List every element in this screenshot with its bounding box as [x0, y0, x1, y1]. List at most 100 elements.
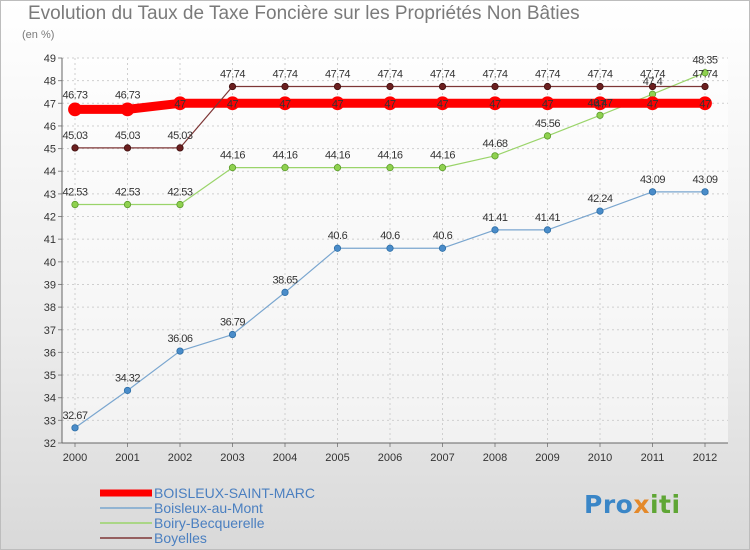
data-label: 36.06: [167, 333, 192, 345]
y-tick-label: 45: [44, 144, 56, 156]
data-label: 47: [594, 98, 606, 110]
data-point: [491, 152, 499, 160]
data-point: [71, 200, 79, 209]
data-label: 47.4: [643, 76, 663, 88]
data-point: [701, 188, 709, 196]
legend-label: BOISLEUX-SAINT-MARC: [154, 485, 315, 501]
legend-item-boisleux-au-mont: Boisleux-au-Mont: [100, 500, 263, 516]
data-point: [228, 164, 237, 172]
data-label: 44.16: [220, 150, 245, 162]
data-label: 41.41: [535, 212, 560, 224]
data-point: [438, 82, 447, 91]
series-boiry-becquerelle: [71, 69, 709, 209]
data-label: 47.74: [325, 69, 350, 81]
series-group: [68, 69, 712, 432]
data-label: 47.74: [692, 69, 717, 81]
y-tick-label: 43: [44, 189, 56, 201]
data-label: 44.16: [325, 150, 350, 162]
y-tick-label: 47: [44, 98, 56, 110]
legend-item-boiry-becquerelle: Boiry-Becquerelle: [100, 515, 265, 531]
data-point: [698, 96, 712, 111]
y-tick-label: 33: [44, 415, 56, 427]
data-label: 47.74: [482, 69, 507, 81]
data-point: [596, 111, 604, 119]
data-label: 47: [647, 98, 659, 110]
y-tick-label: 40: [44, 257, 56, 269]
data-point: [596, 207, 604, 215]
data-label: 44.68: [482, 138, 507, 150]
data-point: [386, 164, 394, 172]
data-point: [330, 96, 345, 111]
data-point: [491, 226, 499, 234]
data-point: [176, 347, 184, 355]
legend-label: Boisleux-au-Mont: [154, 500, 263, 516]
data-point: [648, 82, 657, 91]
data-point: [491, 82, 499, 91]
x-tick-label: 2003: [220, 452, 244, 464]
y-tick-label: 36: [44, 347, 56, 359]
data-point: [540, 96, 555, 111]
proxiti-logo: Proxiti: [584, 490, 681, 519]
x-tick-label: 2012: [693, 452, 717, 464]
data-label: 38.65: [272, 274, 297, 286]
legend: BOISLEUX-SAINT-MARCBoisleux-au-MontBoiry…: [100, 485, 315, 546]
data-label: 45.56: [535, 118, 560, 130]
data-point: [333, 164, 342, 172]
data-label: 47.74: [377, 69, 402, 81]
y-tick-label: 35: [44, 370, 56, 382]
data-point: [543, 226, 552, 234]
data-point: [71, 144, 79, 152]
data-point: [488, 96, 502, 111]
data-label: 36.79: [220, 317, 245, 329]
data-point: [123, 144, 132, 152]
data-point: [648, 188, 657, 196]
data-label: 47: [542, 98, 554, 110]
data-label: 42.53: [62, 187, 87, 199]
data-label: 44.16: [377, 150, 402, 162]
data-point: [176, 144, 184, 152]
x-tick-label: 2005: [325, 452, 349, 464]
data-label: 47: [699, 98, 711, 110]
data-label: 43.09: [640, 174, 665, 186]
y-tick-label: 37: [44, 325, 56, 337]
data-label: 40.6: [328, 230, 348, 242]
axes: 32 33 34 35 36 37 38 39 40 41 42 43 44 45 46 47 48 49 2000…: [44, 53, 728, 464]
data-point: [228, 330, 237, 339]
data-label: 32.67: [62, 410, 87, 422]
data-label: 47.74: [535, 69, 560, 81]
data-point: [701, 69, 709, 77]
data-labels: 32.67 34.32 36.06 36.79 38.65 40.6 40.6 40.6 41.…: [62, 55, 718, 422]
series-boisleux-au-mont: [71, 188, 709, 432]
data-point: [386, 82, 394, 91]
data-label: 44.16: [430, 150, 455, 162]
data-point: [333, 82, 342, 91]
data-point: [596, 82, 604, 91]
plot-area: [62, 58, 728, 443]
data-point: [176, 200, 184, 209]
y-tick-label: 49: [44, 53, 56, 65]
data-label: 45.03: [62, 130, 87, 142]
data-label: 47: [437, 98, 449, 110]
legend-label: Boyelles: [154, 530, 207, 546]
series-boyelles: [71, 82, 709, 152]
data-label: 46.73: [62, 89, 87, 101]
data-label: 40.6: [380, 230, 400, 242]
data-point: [228, 82, 237, 91]
data-point: [593, 96, 607, 111]
data-point: [123, 386, 132, 395]
data-label: 46.73: [115, 89, 140, 101]
data-point: [701, 82, 709, 91]
data-point: [435, 96, 450, 111]
data-point: [71, 424, 79, 432]
x-tick-label: 2007: [430, 452, 454, 464]
data-label: 44.16: [272, 150, 297, 162]
y-tick-label: 44: [44, 166, 56, 178]
data-label: 47: [227, 98, 239, 110]
data-point: [645, 96, 660, 111]
y-tick-label: 46: [44, 121, 56, 133]
x-tick-label: 2010: [588, 452, 612, 464]
data-label: 47: [384, 98, 396, 110]
data-point: [386, 244, 394, 252]
series-boisleux-saint-marc: [68, 96, 712, 117]
x-tick-label: 2006: [378, 452, 402, 464]
